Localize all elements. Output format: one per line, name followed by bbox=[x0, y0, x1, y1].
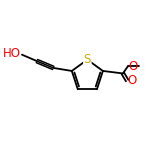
Text: O: O bbox=[128, 74, 137, 87]
Text: O: O bbox=[128, 60, 138, 73]
Text: HO: HO bbox=[3, 47, 21, 60]
Text: S: S bbox=[84, 53, 91, 66]
